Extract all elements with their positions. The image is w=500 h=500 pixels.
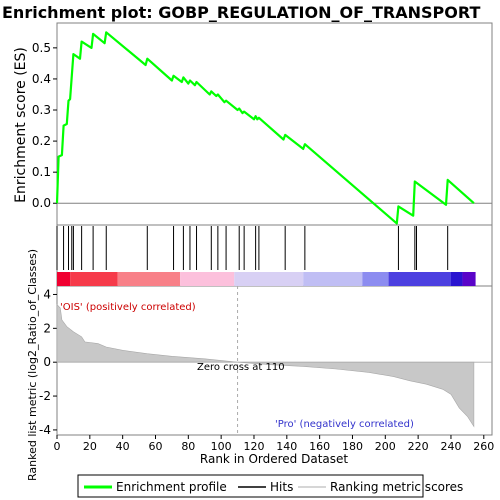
chart-title: Enrichment plot: GOBP_REGULATION_OF_TRAN…	[2, 3, 480, 22]
color-bar-segment	[57, 272, 71, 286]
x-tick-label: 120	[243, 440, 264, 453]
metric-y-tick-label: 2	[43, 321, 51, 335]
enrichment-profile-line	[55, 31, 475, 225]
x-axis: 0 20 40 60 80 100 120 140 160 180 200 220 240 260	[54, 435, 494, 453]
color-bar-segment	[462, 272, 476, 286]
color-bar-segment	[234, 272, 304, 286]
x-tick-label: 0	[54, 440, 61, 453]
x-tick-label: 260	[473, 440, 494, 453]
color-bar-segment	[180, 272, 235, 286]
color-bar-segment	[117, 272, 181, 286]
es-y-tick-label: 0.2	[32, 134, 51, 148]
metric-y-tick-label: -4	[39, 423, 51, 437]
color-bar-segment	[388, 272, 451, 286]
legend-box	[77, 474, 424, 498]
zero-cross-label: Zero cross at 110	[197, 362, 285, 373]
es-y-tick-label: 0.5	[32, 41, 51, 55]
hits-panel	[56, 226, 449, 270]
es-y-axis-label: Enrichment score (ES)	[13, 47, 29, 203]
negative-class-label: 'Pro' (negatively correlated)	[275, 419, 414, 430]
color-bar-segment	[303, 272, 363, 286]
x-tick-label: 220	[408, 440, 429, 453]
x-tick-label: 80	[181, 440, 195, 453]
x-tick-label: 200	[375, 440, 396, 453]
metric-y-tick-label: 0	[43, 355, 51, 369]
x-tick-label: 240	[440, 440, 461, 453]
x-tick-label: 100	[211, 440, 232, 453]
metric-y-tick-label: -2	[39, 389, 51, 403]
es-y-tick-label: 0.4	[32, 72, 51, 86]
es-panel: 0.0 0.1 0.2 0.3 0.4 0.5	[32, 31, 492, 225]
rank-color-bar	[57, 272, 476, 286]
es-y-tick-label: 0.1	[32, 165, 51, 179]
color-bar-segment	[450, 272, 463, 286]
legend-label-metric: Ranking metric scores	[330, 480, 463, 494]
metric-y-axis-label: Ranked list metric (log2_Ratio_of_Classe…	[26, 249, 39, 481]
legend-label-enrichment: Enrichment profile	[116, 480, 227, 494]
es-y-tick-label: 0.3	[32, 103, 51, 117]
es-y-tick-label: 0.0	[32, 196, 51, 210]
metric-y-tick-label: 4	[43, 287, 51, 301]
color-bar-segment	[70, 272, 118, 286]
color-bar-segment	[362, 272, 389, 286]
x-tick-label: 40	[116, 440, 130, 453]
x-tick-label: 180	[342, 440, 363, 453]
x-tick-label: 20	[83, 440, 97, 453]
positive-class-label: 'OIS' (positively correlated)	[60, 302, 196, 313]
x-axis-label: Rank in Ordered Dataset	[200, 452, 348, 466]
legend-label-hits: Hits	[270, 480, 293, 494]
x-tick-label: 140	[276, 440, 297, 453]
legend: Enrichment profile Hits Ranking metric s…	[77, 474, 463, 498]
x-tick-label: 160	[309, 440, 330, 453]
es-panel-frame	[56, 22, 493, 226]
metric-panel: 4 2 0 -2 -4	[39, 286, 492, 437]
x-tick-label: 60	[148, 440, 162, 453]
